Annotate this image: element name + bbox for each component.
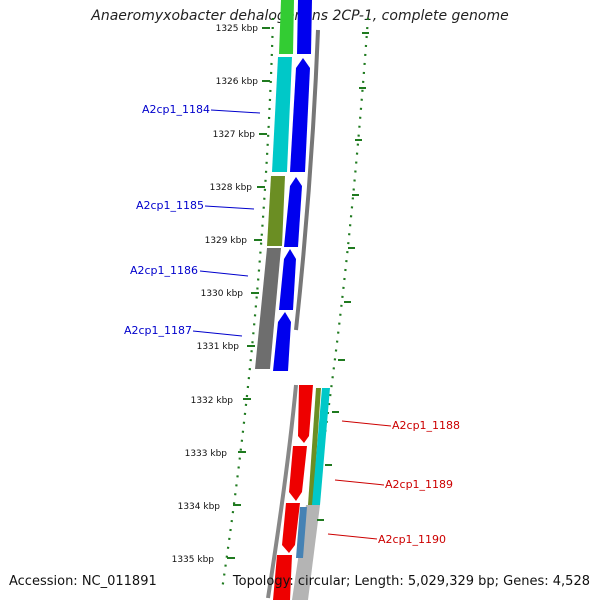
cog-block-cyan-1184 [272, 57, 292, 172]
cog-block-green [279, 0, 294, 54]
tick-label: 1327 kbp [213, 130, 256, 140]
cog-block-olive-1185 [267, 176, 285, 246]
tick-label: 1330 kbp [201, 289, 244, 299]
backbone-upper [294, 29, 320, 331]
gene-arrow-1185 [284, 177, 302, 247]
forward-gene-labels: A2cp1_1184 A2cp1_1185 A2cp1_1186 A2cp1_1… [124, 103, 261, 337]
cog-block-lightgray-1190 [292, 505, 320, 600]
gene-arrow-1184 [290, 58, 310, 172]
gene-arrow-prev [297, 0, 312, 54]
gene-label-1188: A2cp1_1188 [392, 419, 460, 432]
gene-arrow-next [273, 555, 292, 600]
gene-label-1185: A2cp1_1185 [136, 199, 204, 212]
tick-label: 1328 kbp [210, 183, 253, 193]
gene-arrow-1188 [298, 385, 313, 443]
gene-label-1187: A2cp1_1187 [124, 324, 192, 337]
backbone-lower [266, 384, 298, 599]
gene-label-1184: A2cp1_1184 [142, 103, 210, 116]
gene-label-1186: A2cp1_1186 [130, 264, 198, 277]
gene-arrow-1189 [289, 446, 307, 501]
cog-block-cyan-1188 [312, 388, 330, 505]
gene-arrow-1190 [282, 503, 300, 553]
accession-text: Accession: NC_011891 [9, 574, 157, 589]
gene-label-1190: A2cp1_1190 [378, 533, 446, 546]
tick-label: 1332 kbp [191, 396, 234, 406]
gene-label-1189: A2cp1_1189 [385, 478, 453, 491]
tick-label: 1331 kbp [197, 342, 240, 352]
tick-label: 1334 kbp [178, 502, 221, 512]
kbp-tick-marks [227, 27, 270, 559]
genome-summary-text: Topology: circular; Length: 5,029,329 bp… [232, 574, 590, 589]
cog-block-gray-1186-1187 [255, 248, 281, 369]
gene-arrow-1187 [273, 312, 291, 371]
cog-block-olive-1188 [308, 388, 321, 505]
tick-label: 1325 kbp [216, 24, 259, 34]
cog-block-steel-1190 [296, 507, 307, 558]
tick-label: 1333 kbp [185, 449, 228, 459]
gc-marks-right [317, 32, 369, 521]
kbp-tick-labels: 1325 kbp 1326 kbp 1327 kbp 1328 kbp 1329… [172, 24, 259, 565]
reverse-gene-labels: A2cp1_1188 A2cp1_1189 A2cp1_1190 [327, 419, 460, 546]
gene-arrow-1186 [279, 249, 296, 310]
tick-label: 1326 kbp [216, 77, 259, 87]
tick-label: 1335 kbp [172, 555, 215, 565]
tick-label: 1329 kbp [205, 236, 248, 246]
